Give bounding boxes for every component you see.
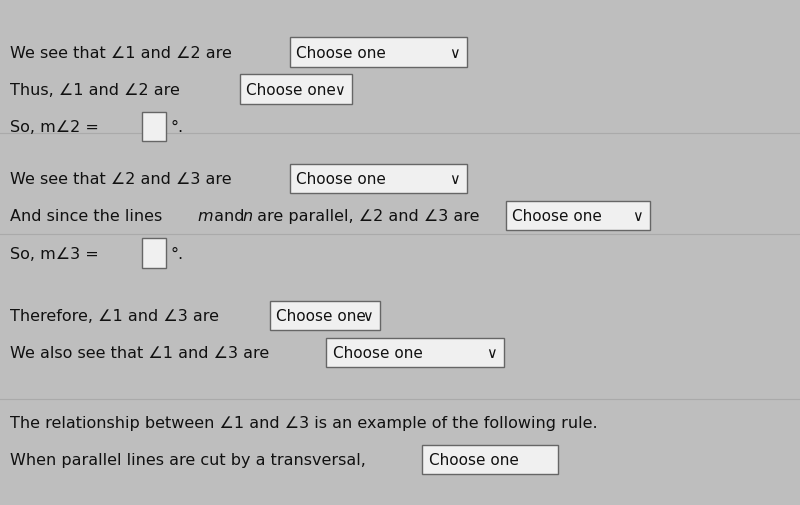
Text: The relationship between ∠1 and ∠3 is an example of the following rule.: The relationship between ∠1 and ∠3 is an… bbox=[10, 415, 598, 430]
Text: °.: °. bbox=[170, 246, 183, 261]
Text: ∨: ∨ bbox=[450, 45, 460, 61]
Text: Choose one: Choose one bbox=[296, 172, 386, 187]
Text: So, m∠3 =: So, m∠3 = bbox=[10, 246, 103, 261]
FancyBboxPatch shape bbox=[326, 338, 504, 367]
Text: n: n bbox=[242, 209, 253, 224]
Text: m: m bbox=[198, 209, 214, 224]
Text: We see that ∠1 and ∠2 are: We see that ∠1 and ∠2 are bbox=[10, 45, 237, 61]
Text: We see that ∠2 and ∠3 are: We see that ∠2 and ∠3 are bbox=[10, 172, 236, 187]
Text: and: and bbox=[209, 209, 250, 224]
Text: ∨: ∨ bbox=[450, 172, 460, 187]
Text: ∨: ∨ bbox=[486, 345, 497, 360]
Text: Thus, ∠1 and ∠2 are: Thus, ∠1 and ∠2 are bbox=[10, 82, 185, 97]
FancyBboxPatch shape bbox=[142, 113, 166, 142]
Text: ∨: ∨ bbox=[362, 308, 373, 323]
Text: Therefore, ∠1 and ∠3 are: Therefore, ∠1 and ∠3 are bbox=[10, 308, 224, 323]
FancyBboxPatch shape bbox=[142, 239, 166, 268]
Text: Choose one: Choose one bbox=[296, 45, 386, 61]
Text: Choose one: Choose one bbox=[246, 82, 336, 97]
Text: Choose one: Choose one bbox=[512, 209, 602, 224]
Text: Choose one: Choose one bbox=[429, 452, 518, 467]
FancyBboxPatch shape bbox=[240, 75, 352, 105]
Text: °.: °. bbox=[170, 120, 183, 135]
FancyBboxPatch shape bbox=[290, 165, 467, 194]
FancyBboxPatch shape bbox=[290, 38, 467, 68]
Text: When parallel lines are cut by a transversal,: When parallel lines are cut by a transve… bbox=[10, 452, 370, 467]
Text: are parallel, ∠2 and ∠3 are: are parallel, ∠2 and ∠3 are bbox=[252, 209, 485, 224]
FancyBboxPatch shape bbox=[506, 201, 650, 231]
Text: ∨: ∨ bbox=[632, 209, 642, 224]
Text: ∨: ∨ bbox=[334, 82, 345, 97]
Text: And since the lines: And since the lines bbox=[10, 209, 167, 224]
Text: So, m∠2 =: So, m∠2 = bbox=[10, 120, 104, 135]
FancyBboxPatch shape bbox=[270, 301, 380, 330]
Text: Choose one: Choose one bbox=[276, 308, 366, 323]
Text: We also see that ∠1 and ∠3 are: We also see that ∠1 and ∠3 are bbox=[10, 345, 274, 360]
Text: Choose one: Choose one bbox=[333, 345, 422, 360]
FancyBboxPatch shape bbox=[422, 445, 558, 474]
